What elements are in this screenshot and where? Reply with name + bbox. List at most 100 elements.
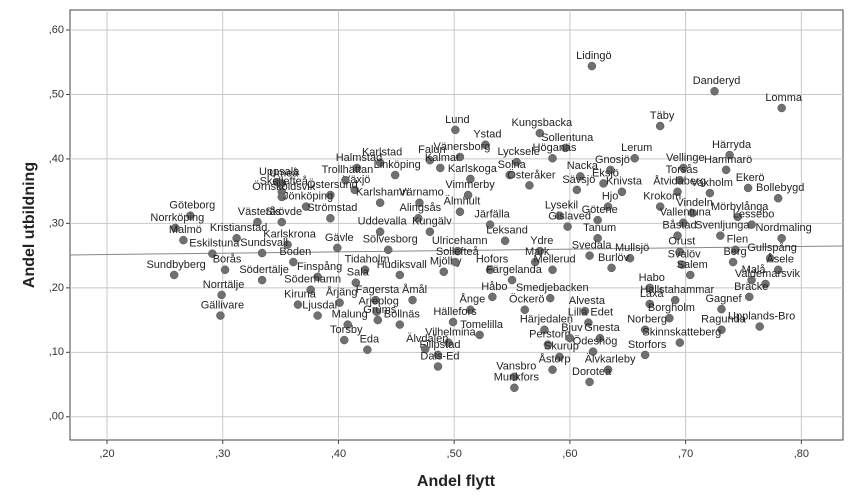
point-label: Gnosjö	[595, 154, 630, 166]
point-label: Vaxholm	[691, 177, 733, 189]
point-label: Ånge	[460, 293, 486, 306]
point-label: Bollnäs	[384, 309, 421, 321]
point	[208, 249, 217, 258]
point	[373, 315, 383, 325]
point-label: Trollhättan	[322, 164, 374, 176]
point	[733, 212, 742, 222]
point	[777, 103, 786, 113]
point-label: Boden	[279, 246, 311, 258]
point-label: Malung	[332, 309, 368, 321]
point-label: Ragunda	[701, 314, 747, 326]
point-label: Krokom	[643, 191, 681, 203]
point	[555, 211, 564, 220]
point	[451, 257, 460, 267]
point-label: Fagersta	[356, 284, 400, 296]
y-tick-label: ,30	[49, 217, 64, 229]
point-label: Tidaholm	[345, 254, 390, 266]
point-label: Flen	[727, 234, 748, 246]
point-label: Söderhamn	[284, 274, 341, 286]
point	[277, 217, 287, 227]
point-label: Eksjö	[592, 167, 619, 179]
point-label: Leksand	[486, 225, 528, 237]
point	[535, 128, 545, 138]
point	[725, 150, 734, 160]
point	[655, 202, 665, 211]
point-label: Årjäng	[326, 286, 358, 299]
point-label: Västerås	[238, 206, 282, 218]
point	[186, 211, 195, 220]
point	[716, 231, 725, 240]
point	[686, 270, 695, 280]
point	[535, 246, 545, 256]
point	[743, 183, 753, 193]
point-label: Malmö	[169, 224, 202, 236]
point	[576, 172, 585, 181]
point	[485, 265, 495, 275]
point-label: Hallstahammar	[640, 284, 714, 296]
point-label: Dorotea	[572, 366, 612, 378]
point	[352, 163, 362, 173]
point-label: Bollebygd	[756, 182, 804, 194]
point-label: Berg	[723, 246, 746, 258]
point	[721, 165, 731, 175]
point-label: Gullspång	[747, 242, 797, 254]
point-label: Skellefteå	[260, 176, 309, 188]
point	[169, 270, 179, 280]
point	[761, 279, 770, 289]
point-label: Torsås	[666, 164, 699, 176]
point-label: Danderyd	[693, 75, 741, 87]
x-tick-label: ,20	[99, 448, 114, 460]
point-label: Göteborg	[169, 200, 215, 212]
point	[463, 190, 473, 200]
point-label: Sävsjö	[562, 174, 595, 186]
point-label: Vimmerby	[445, 179, 495, 191]
point-label: Lysekil	[545, 200, 578, 212]
point	[665, 313, 674, 323]
point	[414, 213, 423, 223]
point-label: Perstorp	[529, 328, 571, 340]
point-label: Sala	[347, 267, 370, 279]
point	[455, 152, 465, 162]
point-label: Uddevalla	[358, 216, 408, 228]
point-label: Borgholm	[648, 302, 695, 314]
point-label: Lerum	[621, 142, 652, 154]
point	[171, 223, 180, 233]
point	[257, 248, 267, 258]
point	[555, 352, 564, 362]
point-label: Gislaved	[548, 211, 591, 223]
point	[351, 278, 361, 287]
point	[510, 372, 519, 382]
point	[283, 240, 292, 249]
point	[710, 86, 719, 96]
point	[548, 154, 557, 163]
point	[453, 246, 462, 256]
point-label: Östersund	[307, 179, 358, 191]
point-label: Åsele	[766, 253, 794, 266]
point	[747, 220, 756, 229]
point-label: Laxå	[640, 288, 665, 300]
point	[745, 292, 754, 302]
point	[179, 235, 188, 245]
point-label: Älvdalen	[406, 333, 448, 345]
point-label: Älmhult	[444, 196, 481, 208]
point	[340, 335, 349, 345]
point	[433, 350, 443, 360]
point-label: Mellerud	[533, 254, 575, 266]
point-label: Nacka	[567, 160, 599, 172]
point	[289, 257, 298, 267]
point	[217, 290, 226, 300]
point	[588, 347, 598, 356]
point-label: Vilhelmina	[425, 327, 476, 339]
point	[679, 163, 688, 173]
point-label: Munkfors	[494, 372, 540, 384]
y-tick-label: ,10	[49, 346, 64, 358]
point	[675, 338, 685, 347]
point	[436, 163, 445, 173]
point-label: Alvesta	[569, 295, 606, 307]
point-label: Mullsjö	[615, 242, 649, 254]
point-label: Orust	[668, 236, 695, 248]
y-tick-label: ,40	[49, 153, 64, 165]
point	[448, 317, 458, 327]
point-label: Jönköping	[283, 191, 333, 203]
